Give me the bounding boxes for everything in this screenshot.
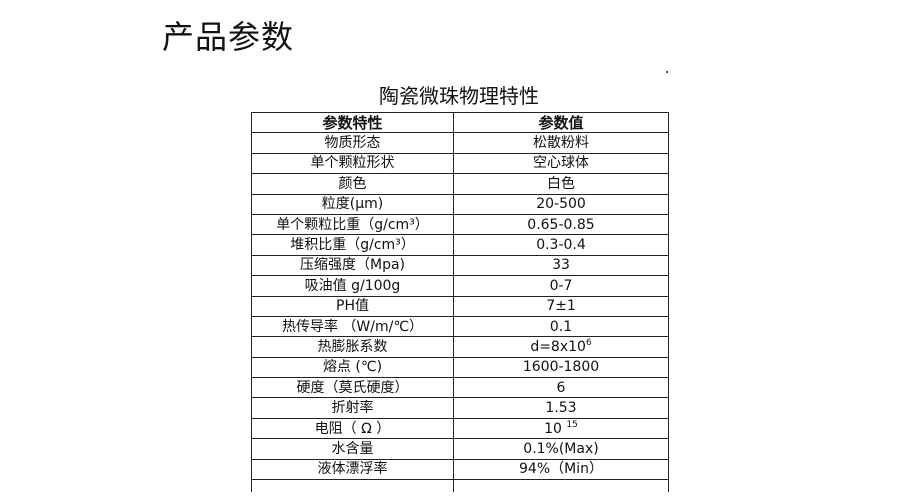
property-name: 吸油值 g/100g [251, 275, 454, 297]
property-value: 白色 [453, 173, 669, 195]
page-heading: 产品参数 [162, 18, 295, 56]
table-row: 热传导率 （W/m/℃） 0.1 [251, 315, 669, 338]
value-text: 0-7 [549, 277, 573, 294]
table-row: 单个颗粒形状 空心球体 [251, 152, 669, 175]
value-text: 白色 [547, 175, 575, 192]
property-value: 松散粉料 [453, 132, 669, 154]
header-value: 参数值 [453, 111, 669, 134]
table-title: 陶瓷微珠物理特性 [379, 84, 539, 108]
value-superscript: 6 [585, 337, 592, 348]
value-text: 1600-1800 [522, 359, 600, 376]
value-text: 松散粉料 [533, 135, 589, 152]
property-name: 压缩强度（Mpa) [251, 254, 454, 277]
value-text: 20-500 [536, 196, 586, 213]
table-row: 颜色 白色 [251, 173, 669, 195]
table-row: 热膨胀系数 d=8x106 [251, 336, 669, 358]
property-value: 1.53 [453, 397, 669, 419]
table-row-partial [251, 479, 669, 493]
table-row: 熔点 (℃) 1600-1800 [251, 356, 669, 379]
table-row: 折射率 1.53 [251, 397, 669, 419]
table-row: 吸油值 g/100g 0-7 [251, 275, 669, 297]
property-value: 94%（Min） [453, 458, 669, 481]
property-value: 33 [453, 254, 669, 277]
property-name: 单个颗粒形状 [251, 152, 454, 175]
table-row: 水含量 0.1%(Max) [251, 438, 669, 460]
value-text: 7±1 [546, 298, 576, 315]
value-text: 33 [552, 257, 570, 274]
table-row: PH值 7±1 [251, 295, 669, 317]
property-name: 堆积比重（g/cm³） [251, 234, 454, 256]
stray-dot [666, 71, 668, 73]
value-text: 空心球体 [533, 155, 589, 172]
table-row: 液体漂浮率 94%（Min） [251, 458, 669, 481]
property-value: 10 15 [453, 417, 669, 440]
property-value: 0.3-0.4 [453, 234, 669, 256]
value-text: 0.1%(Max) [523, 440, 599, 457]
table-row: 压缩强度（Mpa) 33 [251, 254, 669, 277]
property-name: 热传导率 （W/m/℃） [251, 315, 454, 338]
property-value: 空心球体 [453, 152, 669, 175]
property-value: 0-7 [453, 275, 669, 297]
table-row: 硬度（莫氏硬度） 6 [251, 377, 669, 399]
empty-cell [251, 479, 454, 493]
value-text: 0.65-0.85 [527, 216, 595, 233]
property-name: 单个颗粒比重（g/cm³） [251, 213, 454, 236]
property-name: 颜色 [251, 173, 454, 195]
property-name: 液体漂浮率 [251, 458, 454, 481]
value-text: 0.1 [549, 318, 573, 335]
value-text: 6 [556, 379, 566, 396]
property-name: 折射率 [251, 397, 454, 419]
table-row: 电阻（ Ω ） 10 15 [251, 417, 669, 440]
property-name: 粒度(μm) [251, 193, 454, 215]
property-value: d=8x106 [453, 336, 669, 358]
value-text: 10 [544, 420, 567, 437]
value-text: d=8x10 [530, 338, 586, 355]
table-row: 物质形态 松散粉料 [251, 132, 669, 154]
value-text: 1.53 [545, 400, 577, 417]
property-name: 硬度（莫氏硬度） [251, 377, 454, 399]
table-row: 单个颗粒比重（g/cm³） 0.65-0.85 [251, 213, 669, 236]
property-name: 物质形态 [251, 132, 454, 154]
value-text: 94%（Min） [519, 461, 603, 478]
properties-table: 参数特性 参数值 物质形态 松散粉料单个颗粒形状 空心球体颜色 白色粒度(μm) 20-… [251, 111, 669, 493]
table-header-row: 参数特性 参数值 [251, 111, 669, 134]
property-value: 0.1 [453, 315, 669, 338]
property-value: 6 [453, 377, 669, 399]
property-value: 0.1%(Max) [453, 438, 669, 460]
property-name: 水含量 [251, 438, 454, 460]
property-name: 热膨胀系数 [251, 336, 454, 358]
value-superscript: 15 [566, 419, 578, 430]
empty-cell [453, 479, 669, 493]
property-value: 7±1 [453, 295, 669, 317]
header-property: 参数特性 [251, 111, 454, 134]
property-value: 1600-1800 [453, 356, 669, 379]
property-name: 电阻（ Ω ） [251, 417, 454, 440]
property-value: 20-500 [453, 193, 669, 215]
property-value: 0.65-0.85 [453, 213, 669, 236]
table-row: 粒度(μm) 20-500 [251, 193, 669, 215]
table-row: 堆积比重（g/cm³） 0.3-0.4 [251, 234, 669, 256]
value-text: 0.3-0.4 [536, 237, 586, 254]
property-name: 熔点 (℃) [251, 356, 454, 379]
property-name: PH值 [251, 295, 454, 317]
